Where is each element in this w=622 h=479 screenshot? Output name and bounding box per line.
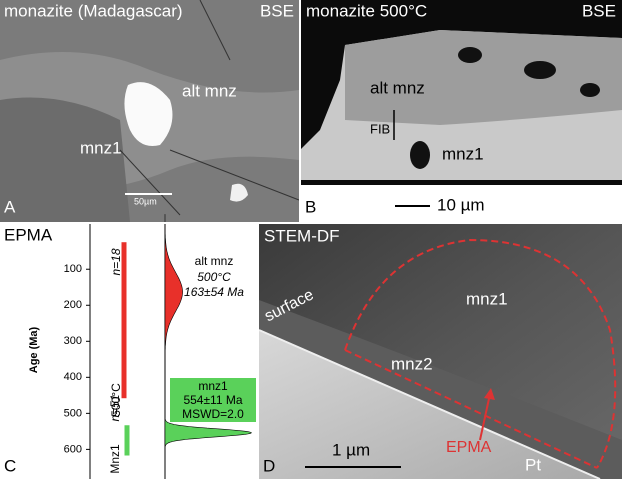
- series-name: mnz1: [198, 379, 228, 393]
- panel-title: STEM-DF: [264, 226, 340, 245]
- scale-label: 50µm: [134, 196, 157, 206]
- alteration: [345, 30, 622, 125]
- zone: [0, 97, 130, 222]
- label: alt mnz: [182, 81, 237, 100]
- n-label: n=18: [109, 248, 123, 275]
- label: alt mnz: [370, 78, 425, 97]
- panel-letter: A: [4, 197, 16, 216]
- crack: [119, 0, 300, 216]
- surface-line: [258, 329, 601, 479]
- label: mnz1: [80, 138, 122, 157]
- grain: [230, 183, 248, 202]
- y-tick-label: 400: [64, 371, 82, 383]
- y-tick-label: 200: [64, 299, 82, 311]
- panel-c: EPMA Age (Ma) C 100 200 300 400 500 600 n=18 50…: [0, 214, 257, 479]
- epma-region: [344, 349, 598, 469]
- density: [164, 417, 252, 449]
- y-tick-label: 500: [64, 407, 82, 419]
- panel-letter: D: [263, 456, 275, 475]
- label: Pt: [525, 455, 541, 474]
- legend-box: [170, 378, 256, 422]
- mode: BSE: [260, 1, 294, 20]
- pore: [458, 47, 482, 63]
- panel-d: STEM-DF surface mnz1 mnz2 EPMA Pt 1 µm D: [258, 224, 622, 479]
- annotation: 554±11 Ma: [183, 393, 242, 407]
- panel-letter: C: [4, 456, 16, 475]
- density: [164, 214, 183, 370]
- label: mnz2: [391, 354, 433, 373]
- epma-region: [344, 238, 617, 469]
- y-tick-label: 300: [64, 335, 82, 347]
- y-tick-label: 600: [64, 443, 82, 455]
- label: EPMA: [446, 439, 492, 456]
- series-name: alt mnz: [195, 254, 234, 268]
- mode: BSE: [582, 1, 616, 20]
- chart-title: EPMA: [4, 225, 53, 244]
- pore: [524, 61, 556, 79]
- panel-a: monazite (Madagascar) BSE alt mnz mnz1 5…: [0, 0, 300, 222]
- annotation: 163±54 Ma: [184, 285, 244, 299]
- scale-label: 1 µm: [332, 440, 370, 459]
- y-axis-label: Age (Ma): [28, 326, 40, 373]
- panel-letter: B: [305, 197, 316, 216]
- n-label: n=51: [108, 394, 122, 421]
- annotation: 500°C: [197, 270, 231, 284]
- label: FIB: [370, 121, 390, 136]
- arrow: [479, 393, 491, 441]
- annotation: MSWD=2.0: [182, 407, 244, 421]
- label: mnz1: [466, 289, 508, 308]
- scale-label: 10 µm: [437, 195, 485, 214]
- zone: [259, 300, 622, 479]
- grain: [124, 82, 173, 146]
- side-label: 500°C: [109, 383, 123, 417]
- panel-b: monazite 500°C BSE alt mnz FIB mnz1 10 µ…: [300, 0, 622, 222]
- age-range: [121, 242, 127, 399]
- panel-title: monazite (Madagascar): [4, 1, 183, 20]
- label: mnz1: [442, 144, 484, 163]
- pore: [410, 141, 430, 169]
- panel-title: monazite 500°C: [306, 1, 427, 20]
- age-range: [124, 425, 130, 456]
- pore: [580, 83, 600, 97]
- y-tick-label: 100: [64, 263, 82, 275]
- arrow-head: [484, 388, 495, 400]
- side-label: Mnz1: [108, 444, 122, 474]
